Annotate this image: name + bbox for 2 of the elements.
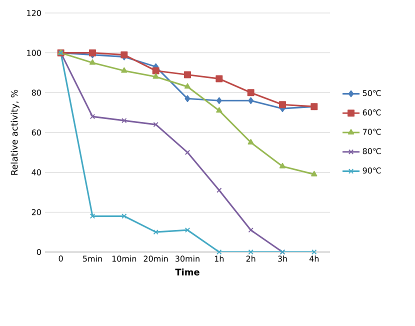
x-axis-title: Time xyxy=(175,268,200,276)
y-axis-title: Relative activity, % xyxy=(10,90,20,175)
